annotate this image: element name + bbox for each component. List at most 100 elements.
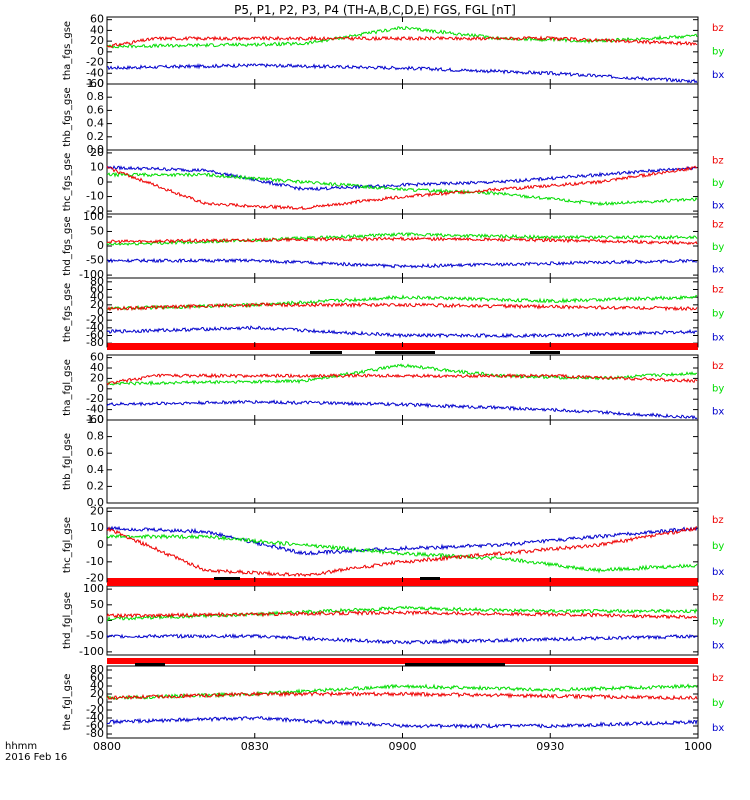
quality-flag-bar bbox=[107, 658, 698, 664]
y-tick-label: -20 bbox=[86, 204, 104, 217]
mode-indicator-bar bbox=[405, 663, 505, 666]
series-bx-line bbox=[106, 62, 698, 84]
y-tick-label: -60 bbox=[86, 413, 104, 426]
legend-bx: bx bbox=[712, 641, 724, 652]
y-tick-label: 20 bbox=[90, 687, 104, 700]
y-tick-label: 0.4 bbox=[87, 117, 105, 130]
y-tick-label: -60 bbox=[86, 329, 104, 342]
y-tick-label: 0 bbox=[97, 382, 104, 395]
y-tick-label: 40 bbox=[90, 679, 104, 692]
y-tick-label: 0.2 bbox=[87, 479, 105, 492]
y-tick-label: 60 bbox=[90, 671, 104, 684]
y-axis-label: tha_fgl_gse bbox=[62, 359, 73, 416]
y-axis-label: the_fgs_gse bbox=[62, 283, 73, 342]
legend-bx: bx bbox=[712, 70, 724, 81]
legend-by: by bbox=[712, 47, 724, 58]
y-tick-label: -40 bbox=[86, 711, 104, 724]
legend-bx: bx bbox=[712, 264, 724, 275]
y-tick-label: 0 bbox=[97, 695, 104, 708]
panel-thd_fgl: 100 50 0 -50 -100 thd_fgl_gse bz by bx bbox=[62, 582, 724, 658]
panel-frame bbox=[106, 585, 699, 656]
series-bz-line bbox=[106, 301, 698, 312]
series-bz-line bbox=[106, 372, 698, 386]
series-by-line bbox=[106, 683, 698, 701]
panel-frame bbox=[106, 213, 699, 279]
legend-bx: bx bbox=[712, 200, 724, 211]
panel-frame bbox=[106, 354, 699, 421]
x-axis-date-label: 2016 Feb 16 bbox=[5, 752, 67, 763]
legend-bx: bx bbox=[712, 723, 724, 734]
y-tick-label: 60 bbox=[90, 13, 104, 26]
series-bz-line bbox=[106, 165, 698, 211]
series-bx-line bbox=[106, 325, 698, 339]
legend-by: by bbox=[712, 698, 724, 709]
y-tick-label: 0.2 bbox=[87, 130, 105, 143]
y-tick-label: 20 bbox=[90, 146, 104, 159]
series-bx-line bbox=[106, 716, 698, 730]
series-bz-line bbox=[106, 526, 697, 578]
legend-bz: bz bbox=[712, 592, 724, 603]
y-tick-label: -60 bbox=[86, 719, 104, 732]
y-tick-label: 40 bbox=[90, 361, 104, 374]
y-tick-label: 60 bbox=[90, 351, 104, 364]
series-bz-line bbox=[106, 35, 698, 48]
y-axis-label: thc_fgl_gse bbox=[62, 517, 73, 573]
y-tick-label: -10 bbox=[86, 555, 104, 568]
y-tick-label: 20 bbox=[90, 298, 104, 311]
y-axis-label: thb_fgs_gse bbox=[62, 87, 73, 146]
legend-by: by bbox=[712, 384, 724, 395]
y-tick-label: 0 bbox=[97, 175, 104, 188]
y-tick-label: 0.8 bbox=[87, 90, 105, 103]
x-tick-label: 0800 bbox=[93, 740, 121, 753]
panel-frame bbox=[106, 16, 699, 85]
series-by-line bbox=[106, 171, 698, 207]
y-tick-label: -20 bbox=[86, 313, 104, 326]
mode-indicator-bar bbox=[310, 351, 342, 354]
legend-bx: bx bbox=[712, 567, 724, 578]
x-axis-hhmm-label: hhmm bbox=[5, 741, 37, 752]
series-bz-line bbox=[106, 690, 698, 701]
y-tick-label: -100 bbox=[79, 645, 104, 658]
y-tick-label: 10 bbox=[90, 160, 104, 173]
y-axis-label: thc_fgs_gse bbox=[62, 153, 73, 212]
legend-bz: bz bbox=[712, 361, 724, 372]
y-tick-label: 0 bbox=[97, 538, 104, 551]
panel-frame bbox=[106, 419, 699, 504]
legend-by: by bbox=[712, 617, 724, 628]
y-tick-label: -20 bbox=[86, 703, 104, 716]
y-tick-label: -20 bbox=[86, 56, 104, 69]
y-axis-label: thd_fgs_gse bbox=[62, 216, 73, 275]
y-tick-label: 50 bbox=[90, 598, 104, 611]
y-tick-label: 20 bbox=[90, 504, 104, 517]
legend-bz: bz bbox=[712, 515, 724, 526]
y-tick-label: 1.0 bbox=[87, 413, 105, 426]
y-tick-label: 80 bbox=[90, 275, 104, 288]
y-tick-label: 0.4 bbox=[87, 463, 105, 476]
y-tick-label: 0 bbox=[97, 45, 104, 58]
y-tick-label: 100 bbox=[83, 582, 104, 595]
x-axis: 0800 0830 0900 0930 1000 bbox=[93, 17, 712, 753]
y-tick-label: 0.8 bbox=[87, 430, 105, 443]
y-tick-label: -100 bbox=[79, 268, 104, 281]
chart-title: P5, P1, P2, P3, P4 (TH-A,B,C,D,E) FGS, F… bbox=[234, 3, 516, 17]
y-tick-label: -80 bbox=[86, 727, 104, 740]
x-tick-label: 0830 bbox=[241, 740, 269, 753]
y-tick-label: 50 bbox=[90, 224, 104, 237]
y-axis-label: the_fgl_gse bbox=[62, 674, 73, 731]
mode-indicator-bar bbox=[375, 351, 435, 354]
y-tick-label: -40 bbox=[86, 321, 104, 334]
series-bx-line bbox=[106, 632, 698, 645]
series-by-line bbox=[106, 533, 698, 574]
x-tick-label: 0900 bbox=[389, 740, 417, 753]
y-tick-label: 80 bbox=[90, 663, 104, 676]
legend-by: by bbox=[712, 309, 724, 320]
legend-by: by bbox=[712, 242, 724, 253]
y-tick-label: -40 bbox=[86, 66, 104, 79]
series-by-line bbox=[106, 231, 698, 247]
y-tick-label: 0.0 bbox=[87, 143, 105, 156]
